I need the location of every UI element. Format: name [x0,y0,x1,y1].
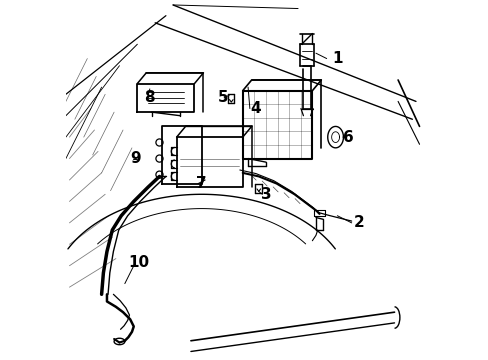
Text: 3: 3 [260,187,271,202]
Text: 9: 9 [130,151,141,166]
Text: 10: 10 [128,255,149,270]
Text: 8: 8 [144,90,155,105]
Text: 1: 1 [331,51,342,66]
Text: 5: 5 [217,90,228,105]
Text: 7: 7 [196,176,206,191]
Text: 4: 4 [249,101,260,116]
Text: 6: 6 [342,130,353,145]
Text: 2: 2 [353,215,364,230]
